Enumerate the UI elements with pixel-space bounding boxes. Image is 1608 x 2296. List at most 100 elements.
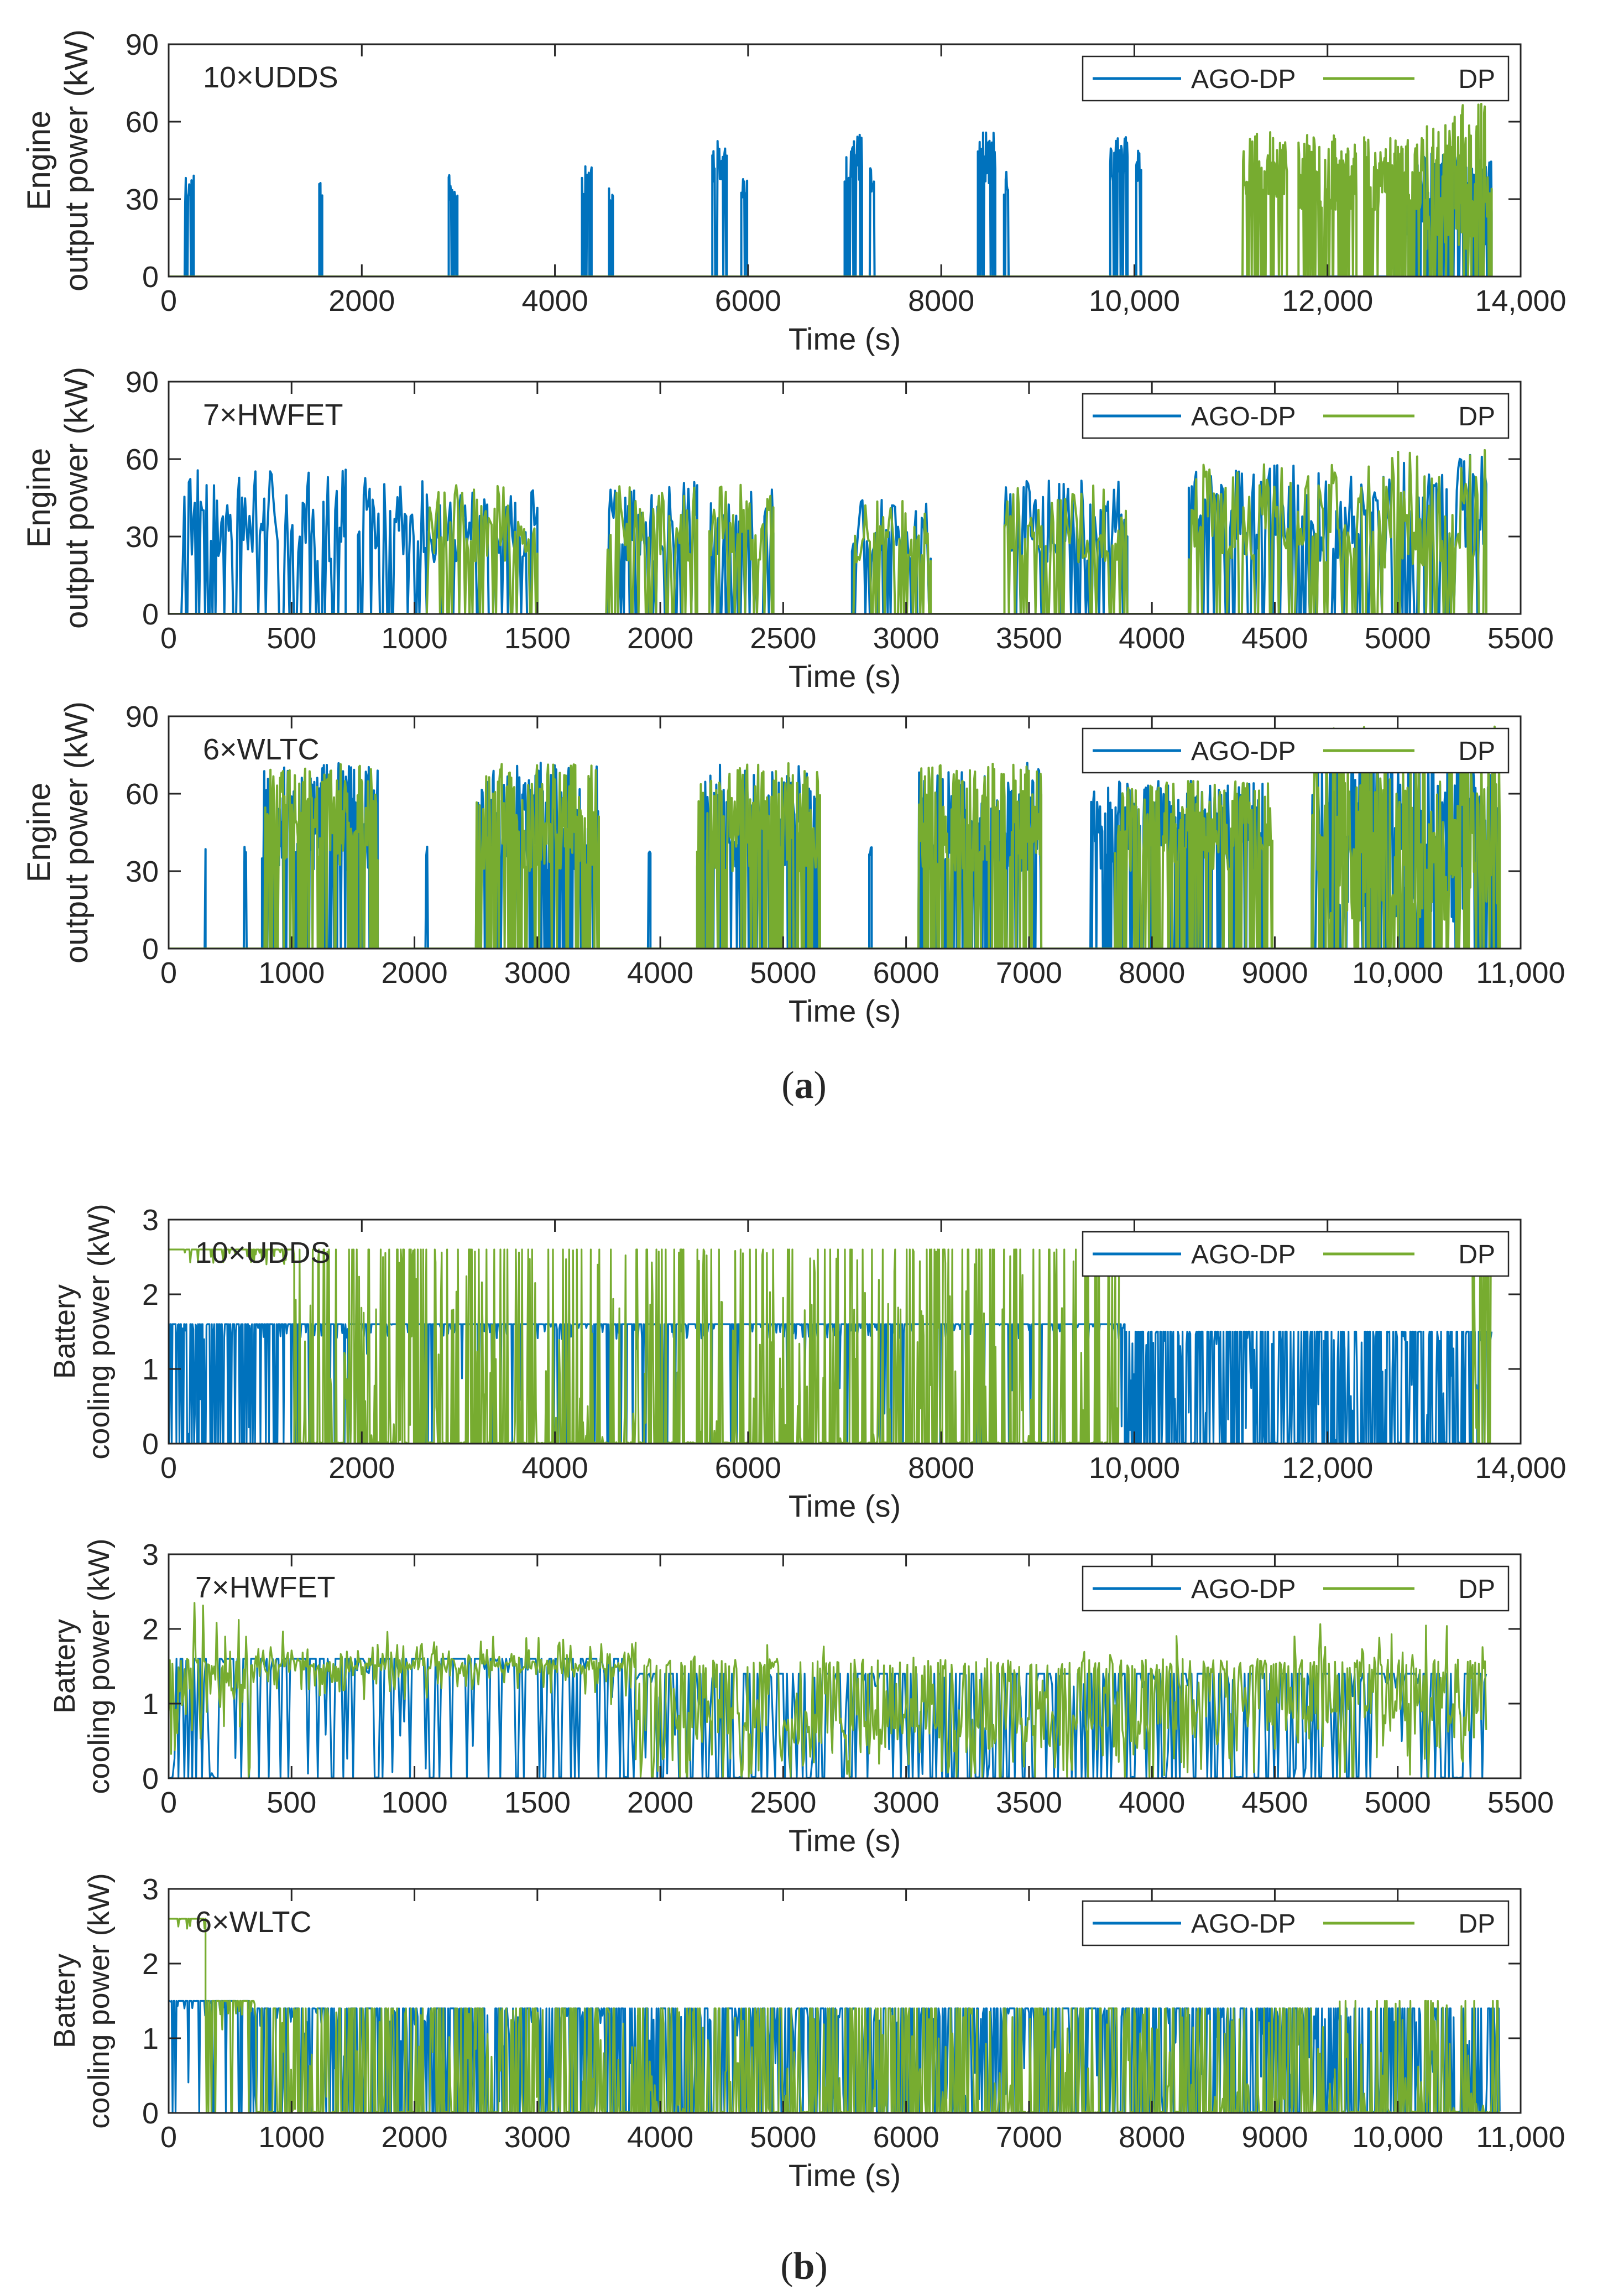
chart-panel-2: 0 500 1000 1500 2000 2500 3000 3500 4000 4500 5000…	[21, 366, 1554, 694]
x-tick-label: 0	[160, 1451, 177, 1485]
cycle-label: 6×WLTC	[195, 1905, 312, 1939]
legend: AGO-DP DP	[1082, 393, 1510, 439]
y-tick-label: 0	[142, 2097, 159, 2130]
x-tick-label: 1500	[504, 622, 571, 655]
y-axis-label-line: cooling power (kW)	[82, 1204, 116, 1459]
legend-label-ago-dp: AGO-DP	[1191, 65, 1296, 94]
y-tick-label: 30	[126, 183, 159, 216]
x-tick-label: 6000	[715, 1451, 781, 1485]
legend-label-dp: DP	[1458, 1575, 1495, 1604]
caption-b: (b)	[780, 2245, 828, 2288]
y-tick-label: 90	[126, 366, 159, 399]
legend-label-dp: DP	[1458, 1909, 1495, 1939]
y-tick-label: 90	[126, 28, 159, 61]
x-tick-label: 8000	[908, 1451, 974, 1485]
x-tick-label: 11,000	[1476, 2121, 1565, 2154]
legend-label-ago-dp: AGO-DP	[1191, 737, 1296, 766]
legend-label-dp: DP	[1458, 1240, 1495, 1269]
legend-label-dp: DP	[1458, 65, 1495, 94]
axes-box	[168, 1219, 1522, 1445]
y-tick-label: 2	[142, 1948, 159, 1981]
y-axis-label-line: output power (kW)	[59, 367, 95, 629]
x-tick-label: 0	[160, 622, 177, 655]
x-tick-label: 7000	[996, 956, 1062, 990]
x-tick-label: 12,000	[1282, 1451, 1373, 1485]
axes-box	[168, 715, 1522, 950]
x-tick-label: 5000	[1365, 1786, 1431, 1819]
x-axis-label: Time (s)	[789, 321, 901, 356]
caption-a-letter: a	[795, 1064, 814, 1107]
x-tick-label: 2000	[328, 1451, 395, 1485]
x-axis-label: Time (s)	[789, 993, 901, 1028]
y-axis-label: Batterycooling power (kW)	[48, 1873, 116, 2128]
x-tick-label: 1000	[381, 1786, 447, 1819]
chart-panel-1: 0 2000 4000 6000 8000 10,000 12,000 14,000 0 30 60…	[21, 28, 1567, 356]
x-tick-label: 2500	[750, 1786, 816, 1819]
y-tick-label: 90	[126, 700, 159, 733]
y-tick-label: 0	[142, 1762, 159, 1795]
y-tick-label: 2	[142, 1613, 159, 1646]
x-tick-label: 5000	[1365, 622, 1431, 655]
chart-panel-3: 0 1000 2000 3000 4000 5000 6000 7000 8000 9000 10,…	[21, 700, 1565, 1028]
axes-box	[168, 43, 1522, 278]
x-tick-label: 5500	[1487, 622, 1554, 655]
x-tick-label: 4000	[627, 2121, 693, 2154]
x-tick-label: 4500	[1241, 622, 1308, 655]
x-tick-label: 1500	[504, 1786, 571, 1819]
x-axis-label: Time (s)	[789, 1488, 901, 1523]
legend-label-dp: DP	[1458, 737, 1495, 766]
legend: AGO-DP DP	[1082, 727, 1510, 774]
y-axis-label-line: output power (kW)	[59, 701, 95, 964]
x-tick-label: 2500	[750, 622, 816, 655]
axes-box	[168, 1553, 1522, 1779]
y-axis-label-line: Battery	[48, 1954, 81, 2048]
chart-panel-6: 0 1000 2000 3000 4000 5000 6000 7000 8000 9000 10,…	[48, 1873, 1565, 2193]
x-tick-label: 1000	[258, 2121, 325, 2154]
y-tick-label: 30	[126, 520, 159, 554]
y-axis-label: Engineoutput power (kW)	[21, 29, 95, 291]
y-tick-label: 0	[142, 598, 159, 631]
cycle-label: 10×UDDS	[195, 1236, 331, 1269]
x-tick-label: 1000	[381, 622, 447, 655]
x-tick-label: 10,000	[1352, 2121, 1443, 2154]
x-tick-label: 4000	[627, 956, 693, 990]
y-tick-label: 1	[142, 1688, 159, 1721]
legend: AGO-DP DP	[1082, 55, 1510, 102]
x-tick-label: 4000	[522, 1451, 588, 1485]
y-tick-label: 60	[126, 778, 159, 811]
x-tick-label: 10,000	[1089, 1451, 1180, 1485]
y-axis-label: Batterycooling power (kW)	[48, 1204, 116, 1459]
legend: AGO-DP DP	[1082, 1900, 1510, 1946]
y-axis-label-line: Engine	[21, 448, 57, 548]
legend-label-ago-dp: AGO-DP	[1191, 1909, 1296, 1939]
caption-a: (a)	[781, 1064, 827, 1107]
x-tick-label: 6000	[715, 284, 781, 317]
x-tick-label: 2000	[381, 2121, 447, 2154]
x-tick-label: 9000	[1241, 956, 1308, 990]
series-line-dp	[169, 725, 1501, 949]
x-tick-label: 2000	[328, 284, 395, 317]
x-tick-label: 7000	[996, 2121, 1062, 2154]
x-tick-label: 8000	[1119, 2121, 1185, 2154]
y-tick-label: 3	[142, 1873, 159, 1906]
series-line-dp	[169, 103, 1493, 277]
y-tick-label: 0	[142, 261, 159, 294]
y-axis-label-line: output power (kW)	[59, 29, 95, 291]
x-tick-label: 8000	[908, 284, 974, 317]
x-tick-label: 4000	[1119, 1786, 1185, 1819]
legend: AGO-DP DP	[1082, 1565, 1510, 1612]
x-tick-label: 6000	[873, 956, 939, 990]
y-axis-label: Engineoutput power (kW)	[21, 701, 95, 964]
x-tick-label: 10,000	[1352, 956, 1443, 990]
x-tick-label: 8000	[1119, 956, 1185, 990]
x-tick-label: 12,000	[1282, 284, 1373, 317]
y-tick-label: 1	[142, 2022, 159, 2055]
cycle-label: 10×UDDS	[203, 61, 338, 94]
legend-label-ago-dp: AGO-DP	[1191, 1240, 1296, 1269]
x-tick-label: 3000	[504, 956, 571, 990]
y-tick-label: 3	[142, 1204, 159, 1237]
y-tick-label: 30	[126, 855, 159, 888]
x-tick-label: 5000	[750, 956, 816, 990]
y-axis-label: Batterycooling power (kW)	[48, 1538, 116, 1794]
series-line-dp	[169, 449, 1487, 614]
